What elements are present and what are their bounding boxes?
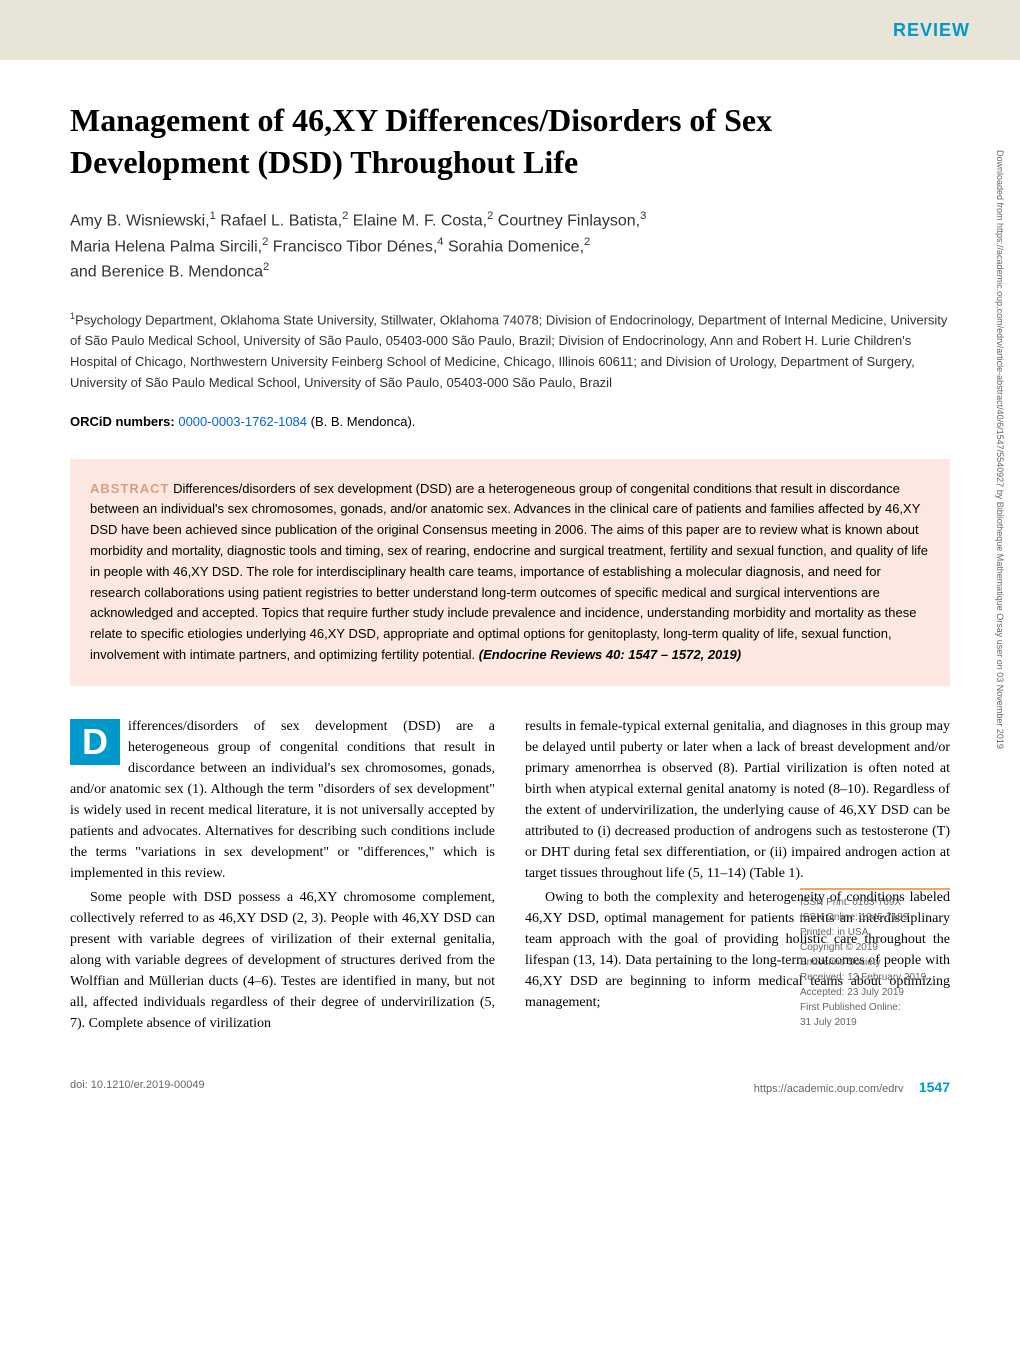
accepted-date: Accepted: 23 July 2019 <box>800 985 950 1000</box>
issn-print: ISSN Print: 0163-769X <box>800 895 950 910</box>
footer-url: https://academic.oup.com/edrv <box>754 1083 904 1095</box>
society: Endocrine Society <box>800 955 950 970</box>
orcid-block: ORCiD numbers: 0000-0003-1762-1084 (B. B… <box>70 414 950 429</box>
abstract-label: ABSTRACT <box>90 481 170 496</box>
column-left: D ifferences/disorders of sex developmen… <box>70 716 495 1034</box>
received-date: Received: 12 February 2019 <box>800 970 950 985</box>
issn-online: ISSN Online: 1945-7189 <box>800 910 950 925</box>
abstract-text: Differences/disorders of sex development… <box>90 481 928 662</box>
copyright: Copyright © 2019 <box>800 940 950 955</box>
affiliations-text: Psychology Department, Oklahoma State Un… <box>70 313 947 390</box>
orcid-link[interactable]: 0000-0003-1762-1084 <box>178 414 307 429</box>
orcid-suffix: (B. B. Mendonca). <box>311 414 416 429</box>
printed-in: Printed: in USA <box>800 925 950 940</box>
author-7: Sorahia Domenice, <box>448 238 584 255</box>
col1-p2: Some people with DSD possess a 46,XY chr… <box>70 890 495 1031</box>
col1-p1: ifferences/disorders of sex development … <box>70 719 495 881</box>
affiliations: 1Psychology Department, Oklahoma State U… <box>70 309 950 394</box>
dropcap: D <box>70 719 120 765</box>
authors-block: Amy B. Wisniewski,1 Rafael L. Batista,2 … <box>70 208 950 284</box>
author-5: Maria Helena Palma Sircili, <box>70 238 262 255</box>
author-6: Francisco Tibor Dénes, <box>273 238 438 255</box>
footer: doi: 10.1210/er.2019-00049 https://acade… <box>0 1064 1020 1110</box>
author-3: Elaine M. F. Costa, <box>353 213 487 230</box>
col2-p1: results in female-typical external genit… <box>525 719 950 881</box>
download-attribution: Downloaded from https://academic.oup.com… <box>995 150 1005 1050</box>
article-title: Management of 46,XY Differences/Disorder… <box>70 100 950 183</box>
page-number: 1547 <box>919 1079 950 1095</box>
author-4: Courtney Finlayson, <box>498 213 640 230</box>
orcid-label: ORCiD numbers: <box>70 414 178 429</box>
author-8: and Berenice B. Mendonca <box>70 263 263 280</box>
header-bar: REVIEW <box>0 0 1020 60</box>
pub-date: 31 July 2019 <box>800 1015 950 1030</box>
abstract-box: ABSTRACT Differences/disorders of sex de… <box>70 459 950 686</box>
abstract-citation: (Endocrine Reviews 40: 1547 – 1572, 2019… <box>479 647 741 662</box>
footer-doi: doi: 10.1210/er.2019-00049 <box>70 1079 205 1095</box>
author-1: Amy B. Wisniewski, <box>70 213 210 230</box>
author-2: Rafael L. Batista, <box>220 213 342 230</box>
review-label: REVIEW <box>893 20 970 41</box>
sidebar-metadata: ISSN Print: 0163-769X ISSN Online: 1945-… <box>800 888 950 1030</box>
first-pub: First Published Online: <box>800 1000 950 1015</box>
